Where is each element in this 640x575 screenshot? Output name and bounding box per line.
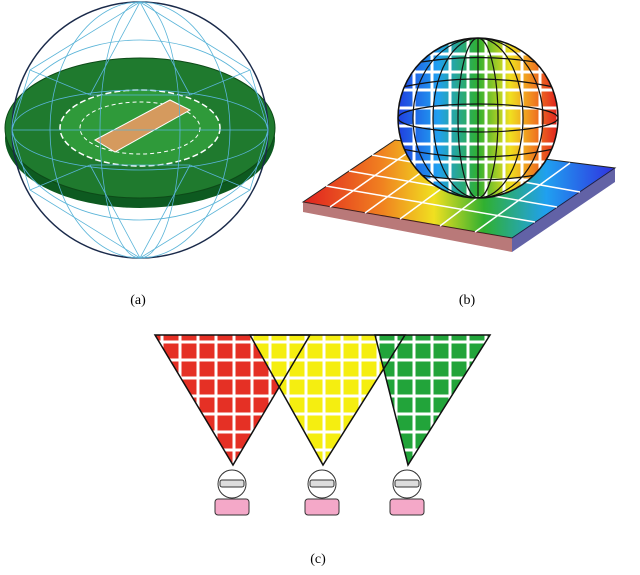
- panel-label: (b): [459, 293, 476, 308]
- viewers-illustration: [153, 334, 492, 516]
- panel-label: (a): [130, 293, 146, 308]
- panel-label: (c): [310, 552, 326, 567]
- sphere-illustration: [301, 37, 617, 252]
- stadium-illustration: [4, 1, 276, 259]
